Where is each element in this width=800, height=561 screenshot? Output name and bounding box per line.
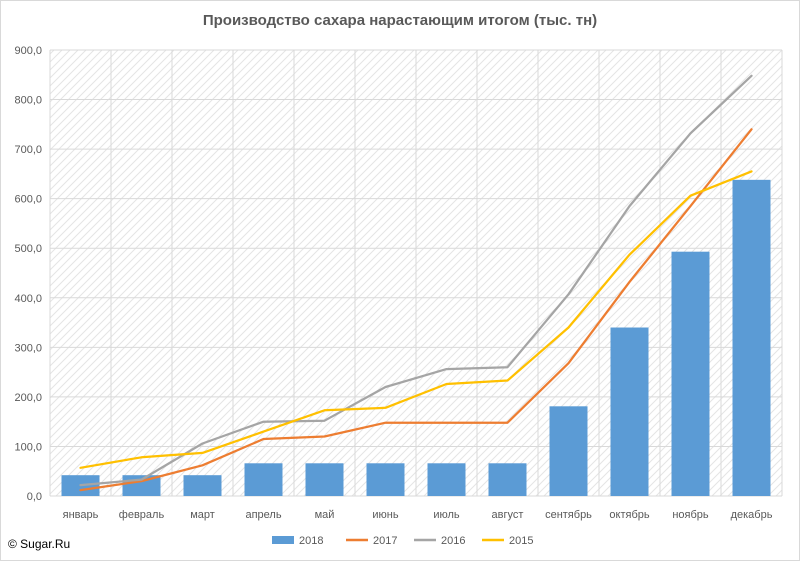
x-tick-label: январь bbox=[63, 509, 99, 521]
x-tick-label: март bbox=[190, 509, 215, 521]
bar-2018 bbox=[488, 463, 527, 496]
chart-title: Производство сахара нарастающим итогом (… bbox=[202, 12, 598, 29]
bar-2018 bbox=[305, 463, 344, 496]
x-tick-label: ноябрь bbox=[672, 509, 709, 521]
bar-2018 bbox=[366, 463, 405, 496]
line-series-2015 bbox=[79, 170, 753, 469]
bar-2018 bbox=[549, 406, 588, 496]
x-tick-label: август bbox=[492, 509, 524, 521]
x-tick-label: июль bbox=[433, 509, 460, 521]
x-tick-label: май bbox=[315, 509, 335, 521]
y-tick-label: 900,0 bbox=[14, 45, 42, 57]
x-tick-label: декабрь bbox=[731, 509, 773, 521]
y-tick-label: 600,0 bbox=[14, 194, 42, 206]
legend-label-2017: 2017 bbox=[373, 535, 397, 547]
bar-2018 bbox=[427, 463, 466, 496]
legend-label-2016: 2016 bbox=[441, 535, 465, 547]
credit-text: © Sugar.Ru bbox=[8, 537, 71, 551]
bar-2018 bbox=[610, 327, 649, 496]
y-tick-label: 400,0 bbox=[14, 293, 42, 305]
y-tick-label: 0,0 bbox=[27, 491, 42, 503]
y-tick-label: 300,0 bbox=[14, 342, 42, 354]
line-series-2017 bbox=[79, 128, 753, 492]
y-tick-label: 200,0 bbox=[14, 392, 42, 404]
x-tick-label: апрель bbox=[245, 509, 281, 521]
y-tick-label: 500,0 bbox=[14, 243, 42, 255]
legend-swatch-2018 bbox=[272, 536, 294, 544]
bar-2018 bbox=[183, 475, 222, 496]
x-tick-label: февраль bbox=[119, 509, 165, 521]
bar-2018 bbox=[732, 179, 771, 496]
bar-2018 bbox=[244, 463, 283, 496]
y-tick-label: 100,0 bbox=[14, 441, 42, 453]
line-series-2016 bbox=[79, 74, 753, 487]
legend-label-2018: 2018 bbox=[299, 535, 323, 547]
x-tick-label: октябрь bbox=[609, 509, 649, 521]
x-tick-label: июнь bbox=[372, 509, 398, 521]
bar-2018 bbox=[671, 251, 710, 496]
y-tick-label: 800,0 bbox=[14, 95, 42, 107]
legend-label-2015: 2015 bbox=[509, 535, 533, 547]
x-tick-label: сентябрь bbox=[545, 509, 592, 521]
y-tick-label: 700,0 bbox=[14, 144, 42, 156]
